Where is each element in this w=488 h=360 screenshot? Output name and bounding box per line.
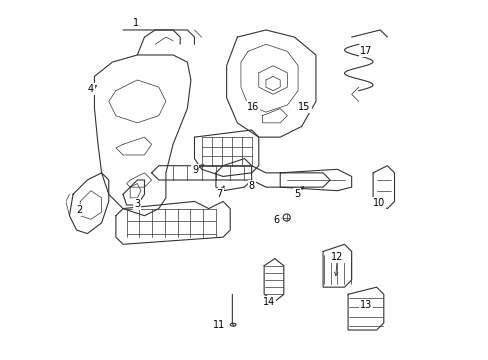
Text: 15: 15 <box>298 102 310 112</box>
Text: 1: 1 <box>132 18 138 28</box>
Text: 16: 16 <box>246 102 259 112</box>
Text: 12: 12 <box>330 252 343 262</box>
Text: 4: 4 <box>88 84 94 94</box>
Text: 7: 7 <box>216 189 222 199</box>
Text: 8: 8 <box>248 181 254 191</box>
Text: 10: 10 <box>372 198 384 208</box>
Text: 3: 3 <box>134 199 140 209</box>
Text: 14: 14 <box>262 297 274 307</box>
Text: 13: 13 <box>359 300 371 310</box>
Text: 17: 17 <box>359 46 371 56</box>
Text: 5: 5 <box>294 189 300 199</box>
Text: 11: 11 <box>212 320 224 330</box>
Text: 6: 6 <box>273 215 279 225</box>
Text: 9: 9 <box>192 165 198 175</box>
Text: 2: 2 <box>76 205 82 215</box>
